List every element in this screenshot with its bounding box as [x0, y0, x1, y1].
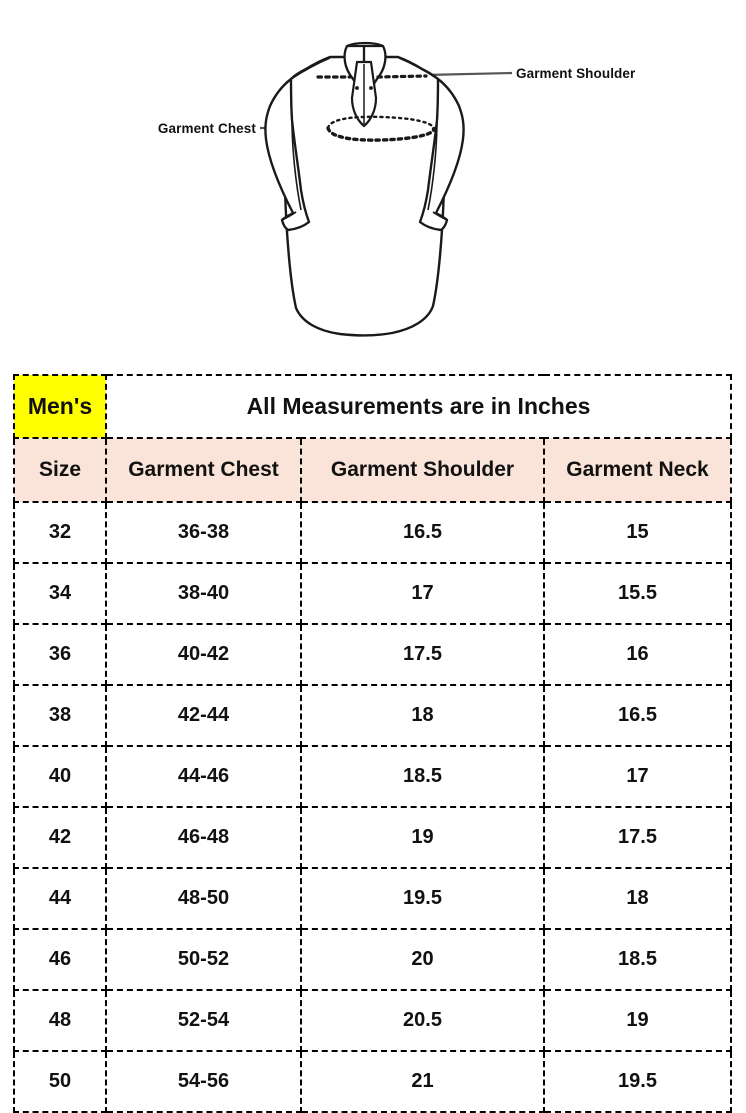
cell-size: 36 [13, 623, 107, 686]
cell-shoulder: 18 [300, 684, 545, 747]
cell-size: 48 [13, 989, 107, 1052]
kurta-line-drawing: Garment Shoulder Garment Chest [158, 41, 636, 337]
chest-measure-dotted-bottom [326, 126, 436, 142]
label-garment-shoulder: Garment Shoulder [516, 66, 636, 81]
cell-chest: 38-40 [105, 562, 302, 625]
table-row: 38 42-44 18 16.5 [13, 684, 732, 747]
cell-shoulder: 21 [300, 1050, 545, 1113]
cell-neck: 15 [543, 501, 732, 564]
cell-size: 42 [13, 806, 107, 869]
size-chart-container: Men's All Measurements are in Inches Siz… [13, 374, 732, 1113]
table-row: 42 46-48 19 17.5 [13, 806, 732, 869]
cell-chest: 54-56 [105, 1050, 302, 1113]
cell-shoulder: 20 [300, 928, 545, 991]
label-garment-chest: Garment Chest [158, 121, 256, 136]
cell-neck: 19 [543, 989, 732, 1052]
left-shoulder-seam [290, 57, 331, 80]
cell-chest: 36-38 [105, 501, 302, 564]
column-header-shoulder: Garment Shoulder [300, 437, 545, 503]
cell-chest: 52-54 [105, 989, 302, 1052]
table-row: 40 44-46 18.5 17 [13, 745, 732, 808]
cell-shoulder: 17.5 [300, 623, 545, 686]
right-sleeve-fold [427, 119, 438, 211]
cell-chest: 40-42 [105, 623, 302, 686]
cell-size: 34 [13, 562, 107, 625]
right-shoulder-seam [398, 57, 439, 80]
table-row: 32 36-38 16.5 15 [13, 501, 732, 564]
table-title-row: Men's All Measurements are in Inches [13, 374, 732, 439]
cell-neck: 16 [543, 623, 732, 686]
collar-top-edge [346, 41, 384, 48]
cell-shoulder: 20.5 [300, 989, 545, 1052]
chest-measure-dotted-top [326, 115, 436, 131]
table-row: 50 54-56 21 19.5 [13, 1050, 732, 1113]
column-header-chest: Garment Chest [105, 437, 302, 503]
cell-chest: 46-48 [105, 806, 302, 869]
button-icon [369, 86, 373, 90]
cell-neck: 16.5 [543, 684, 732, 747]
column-header-neck: Garment Neck [543, 437, 732, 503]
table-row: 48 52-54 20.5 19 [13, 989, 732, 1052]
cell-size: 50 [13, 1050, 107, 1113]
measurements-unit-title: All Measurements are in Inches [105, 374, 732, 439]
cell-shoulder: 19 [300, 806, 545, 869]
table-row: 36 40-42 17.5 16 [13, 623, 732, 686]
cell-neck: 18 [543, 867, 732, 930]
cell-chest: 50-52 [105, 928, 302, 991]
cell-size: 46 [13, 928, 107, 991]
shoulder-measure-dotted [316, 74, 428, 79]
cell-neck: 17 [543, 745, 732, 808]
cell-chest: 44-46 [105, 745, 302, 808]
mens-badge: Men's [13, 374, 107, 439]
cell-size: 32 [13, 501, 107, 564]
table-header-row: Size Garment Chest Garment Shoulder Garm… [13, 437, 732, 503]
cell-shoulder: 16.5 [300, 501, 545, 564]
cell-size: 40 [13, 745, 107, 808]
garment-diagram: Garment Shoulder Garment Chest [0, 0, 746, 360]
size-chart-table: Men's All Measurements are in Inches Siz… [13, 374, 732, 1113]
table-row: 46 50-52 20 18.5 [13, 928, 732, 991]
button-icon [355, 86, 359, 90]
cell-neck: 19.5 [543, 1050, 732, 1113]
cell-shoulder: 19.5 [300, 867, 545, 930]
cell-shoulder: 17 [300, 562, 545, 625]
cell-size: 44 [13, 867, 107, 930]
cell-chest: 48-50 [105, 867, 302, 930]
cell-shoulder: 18.5 [300, 745, 545, 808]
table-row: 34 38-40 17 15.5 [13, 562, 732, 625]
left-cuff-line [281, 211, 297, 221]
chest-measure-endpoint [431, 126, 437, 132]
column-header-size: Size [13, 437, 107, 503]
left-sleeve-fold [291, 119, 302, 211]
cell-size: 38 [13, 684, 107, 747]
cell-neck: 18.5 [543, 928, 732, 991]
cell-neck: 15.5 [543, 562, 732, 625]
right-cuff-line [432, 211, 448, 221]
shoulder-leader-line [424, 71, 513, 77]
cell-chest: 42-44 [105, 684, 302, 747]
cell-neck: 17.5 [543, 806, 732, 869]
table-row: 44 48-50 19.5 18 [13, 867, 732, 930]
